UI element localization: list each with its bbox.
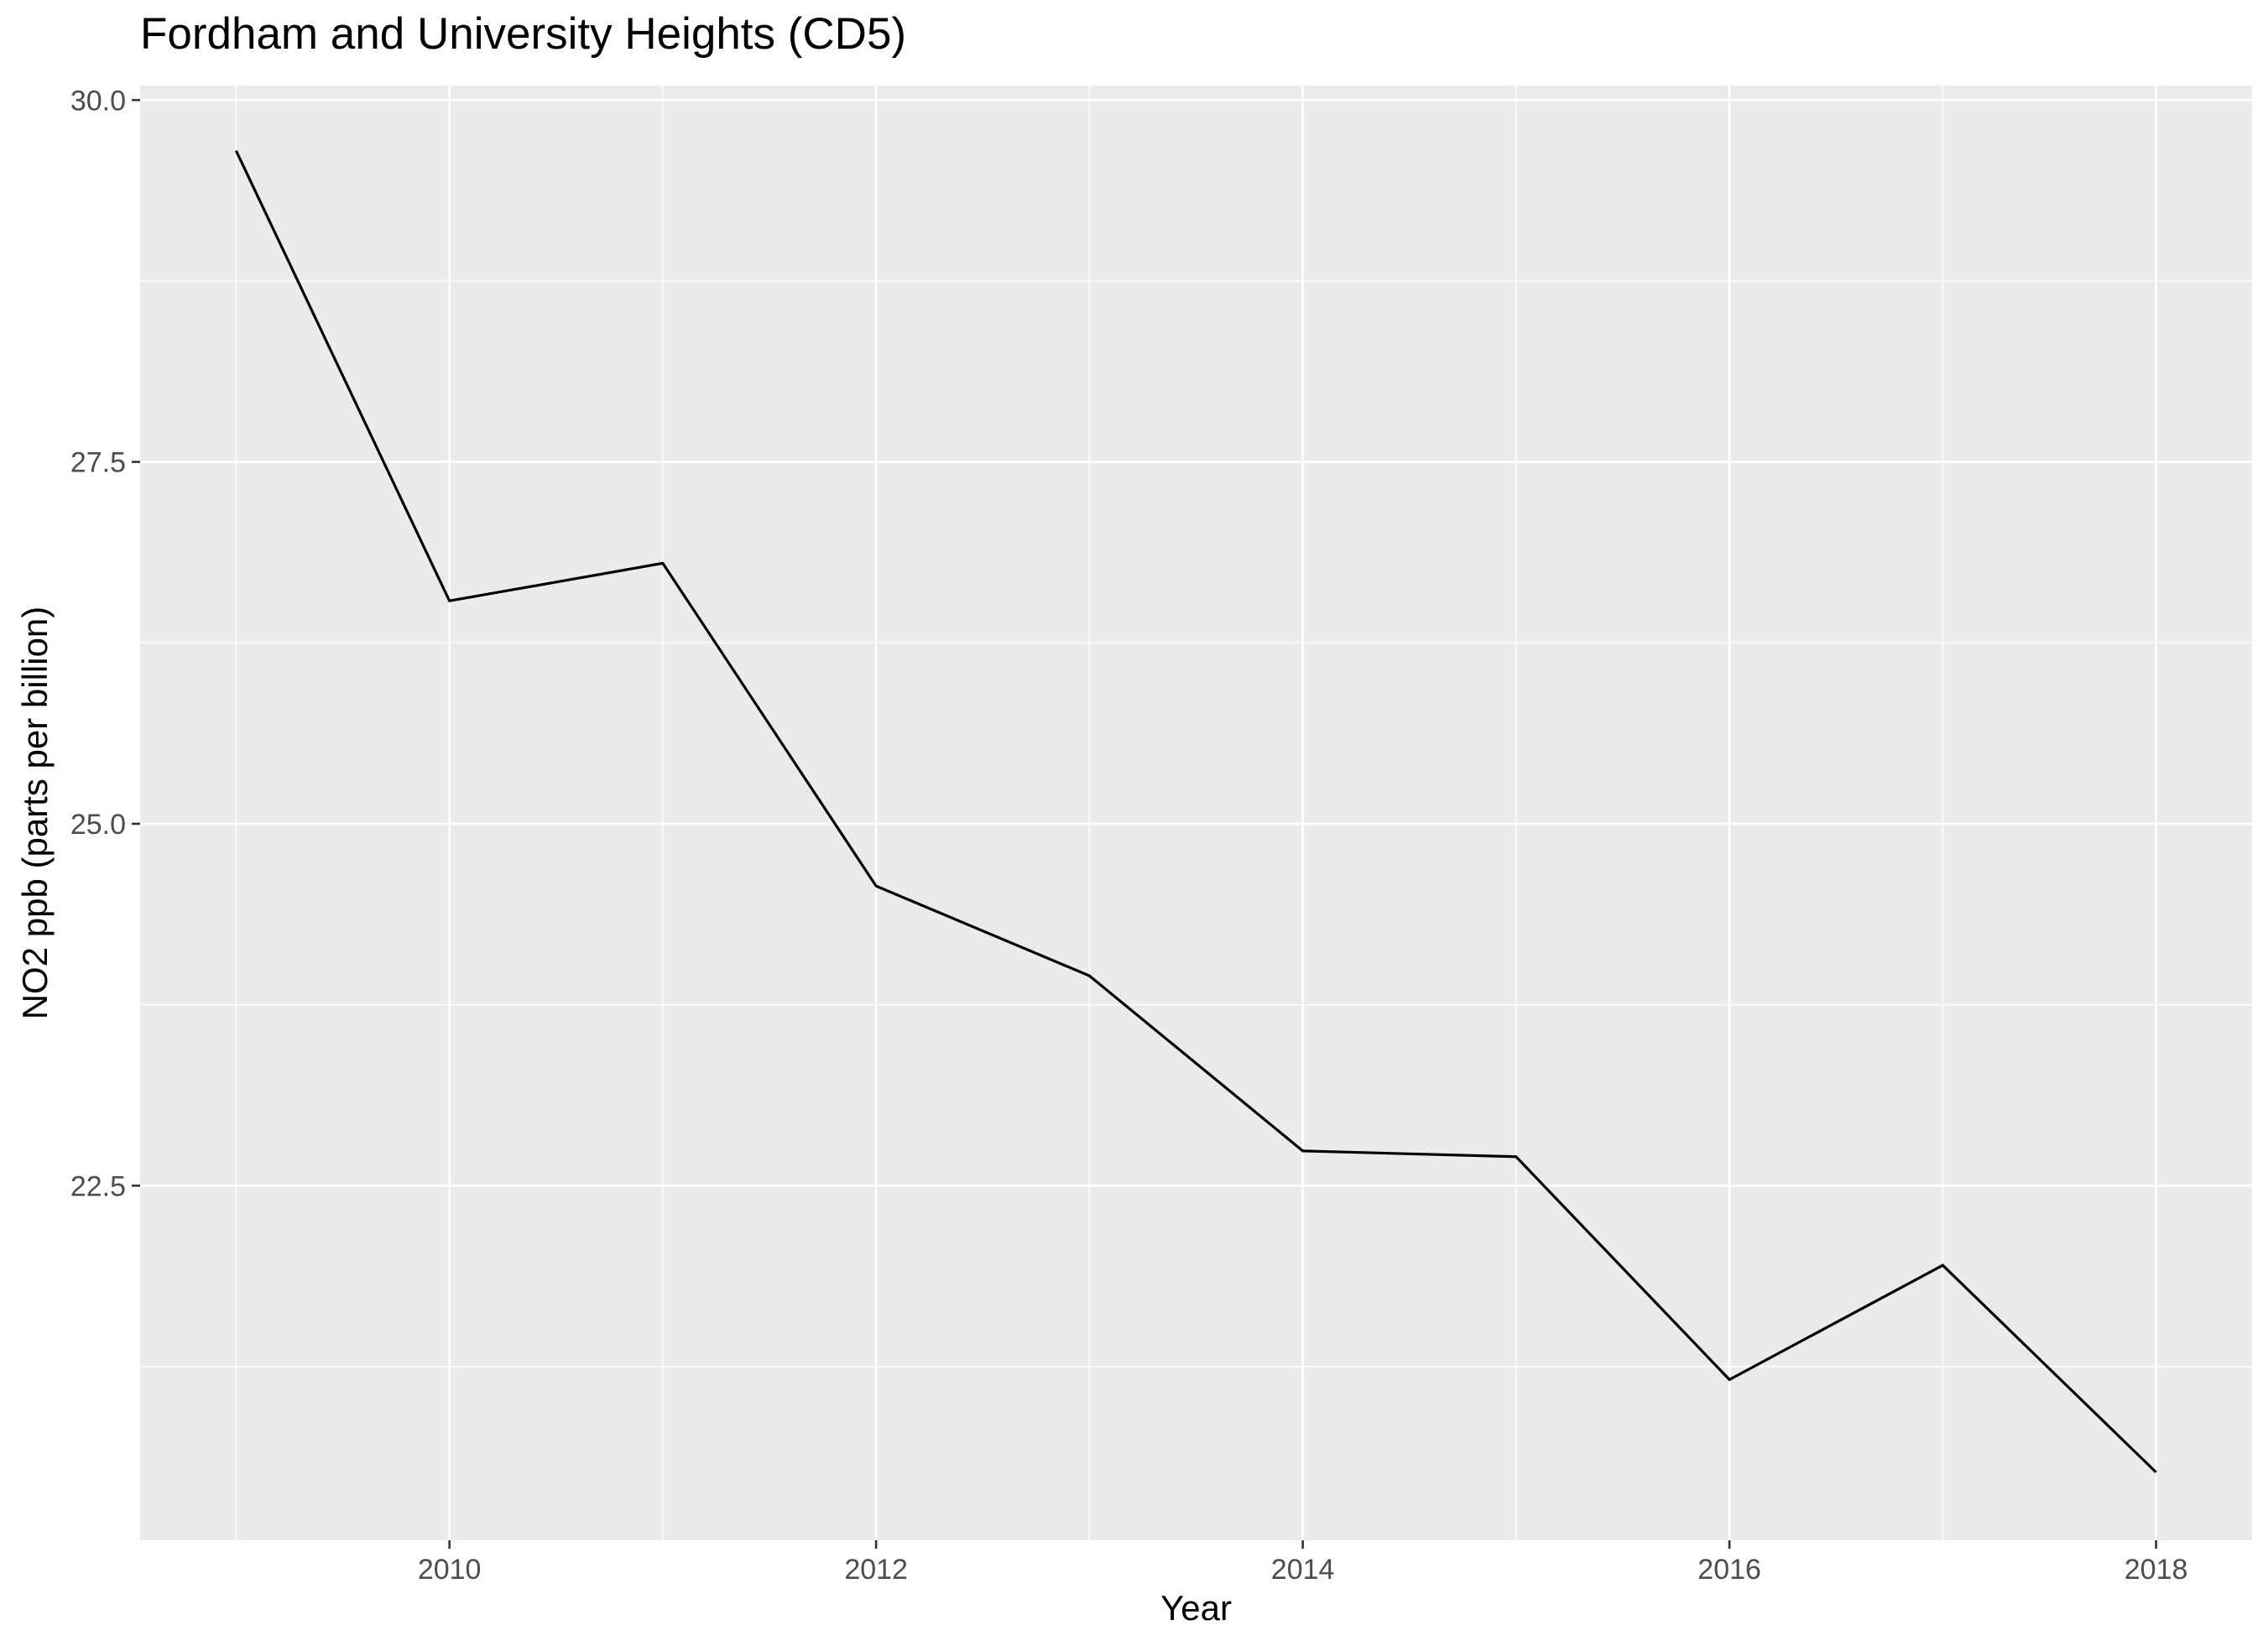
series-line bbox=[234, 149, 2157, 1474]
x-tick-label: 2018 bbox=[2125, 1554, 2188, 1586]
x-tick-label: 2014 bbox=[1271, 1554, 1335, 1586]
x-tick-label: 2012 bbox=[844, 1554, 908, 1586]
major-gridlines bbox=[140, 86, 2252, 1540]
y-tick-label: 30.0 bbox=[70, 85, 126, 117]
plot-panel bbox=[140, 86, 2252, 1540]
x-tick-label: 2010 bbox=[418, 1554, 482, 1586]
y-tick-label: 27.5 bbox=[70, 447, 126, 479]
y-tick-label: 25.0 bbox=[70, 809, 126, 841]
minor-gridlines bbox=[140, 86, 2252, 1540]
y-tick-label: 22.5 bbox=[70, 1170, 126, 1202]
x-axis: 2010 2012 2014 2016 2018 bbox=[418, 1540, 2188, 1586]
y-axis: 22.5 25.0 27.5 30.0 bbox=[70, 85, 140, 1202]
x-tick-label: 2016 bbox=[1697, 1554, 1761, 1586]
chart-title: Fordham and University Heights (CD5) bbox=[140, 9, 906, 59]
x-axis-title: Year bbox=[1160, 1588, 1232, 1628]
y-axis-title: NO2 ppb (parts per billion) bbox=[15, 607, 55, 1020]
